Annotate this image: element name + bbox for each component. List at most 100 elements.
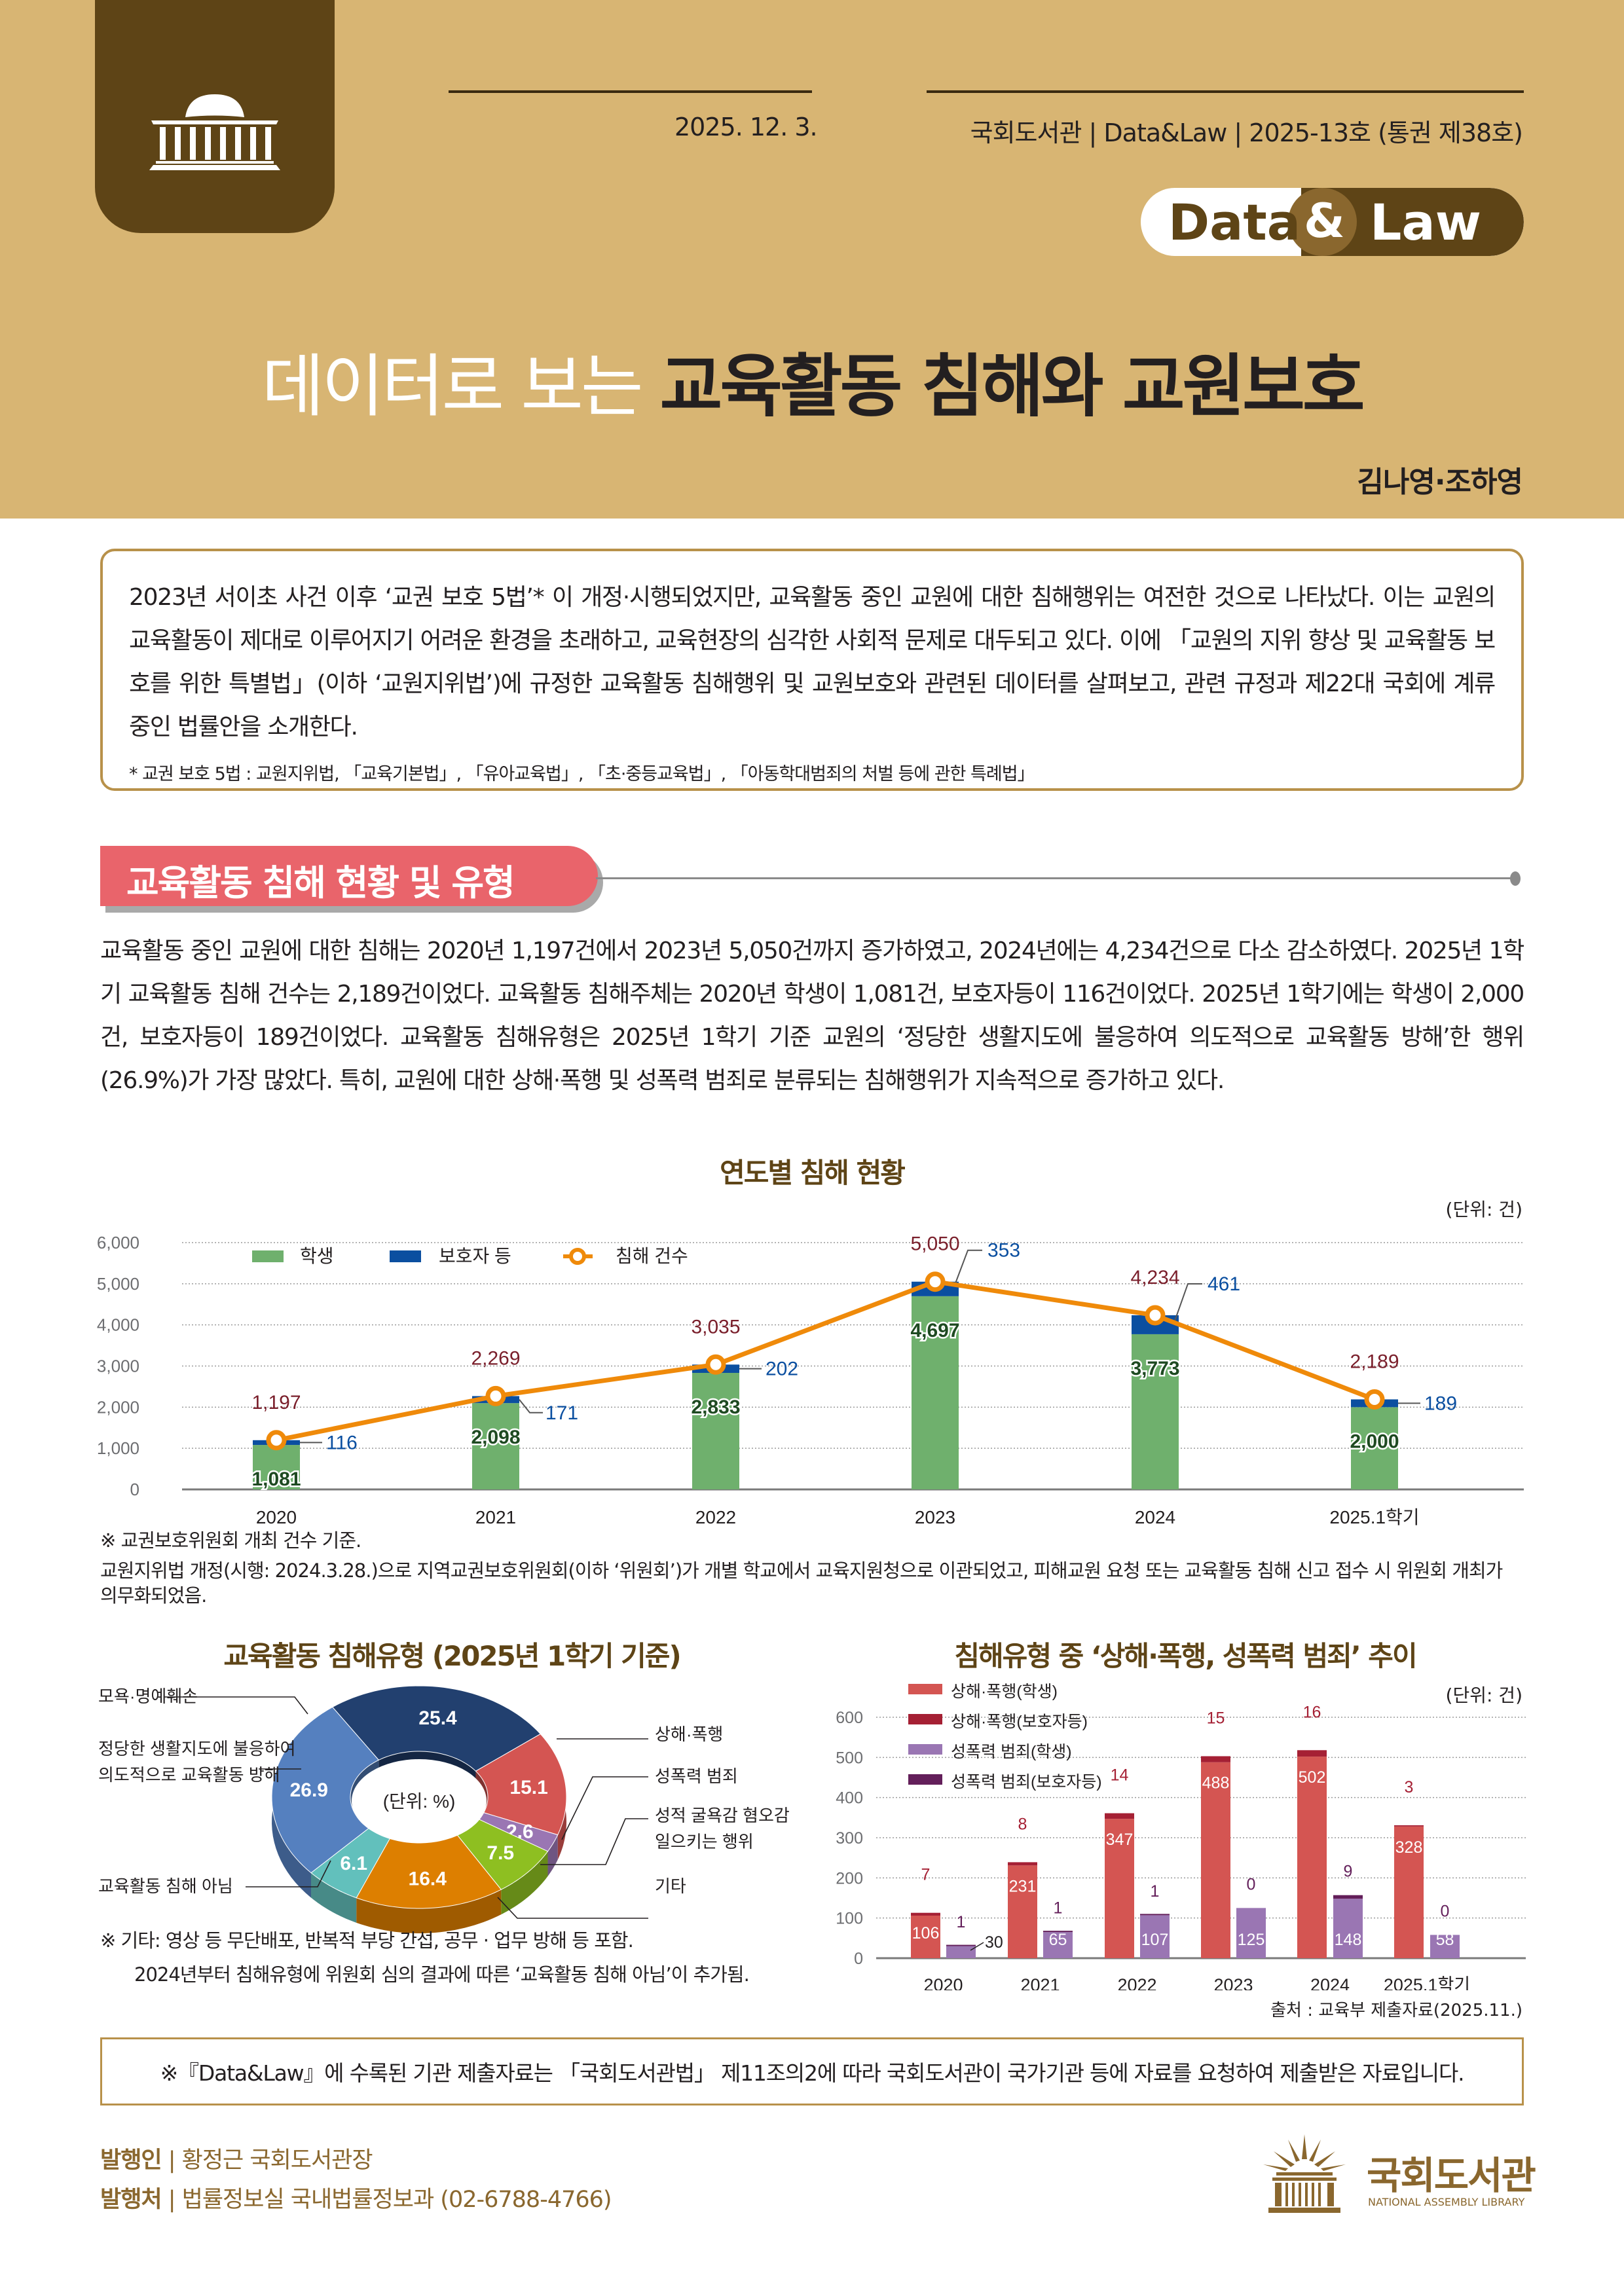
- label-assault-parent: 3: [1405, 1778, 1414, 1796]
- data-law-badge: Data & Law: [1141, 188, 1524, 256]
- summary-box: 2023년 서이초 사건 이후 ‘교권 보호 5법’* 이 개정·시행되었지만,…: [100, 549, 1524, 791]
- chart1-notes: ※ 교권보호위원회 개최 건수 기준. 교원지위법 개정(시행: 2024.3.…: [100, 1525, 1524, 1608]
- slice-value: 6.1: [340, 1853, 367, 1874]
- section-divider: [596, 877, 1514, 879]
- bar-student: [472, 1403, 519, 1489]
- section-pill: 교육활동 침해 현황 및 유형: [100, 846, 598, 906]
- bar-student: [692, 1372, 739, 1489]
- label-sexual-student: 58: [1436, 1931, 1454, 1949]
- y-tick: 3,000: [97, 1357, 139, 1376]
- donut-unit: (단위: %): [383, 1791, 456, 1812]
- national-assembly-library-logo: 국회도서관 NATIONAL ASSEMBLY LIBRARY: [1262, 2133, 1536, 2215]
- label-sexual-parent: 9: [1344, 1863, 1353, 1881]
- label-student: 2,098: [471, 1427, 520, 1448]
- label-parent: 353: [987, 1240, 1020, 1262]
- slice-label: 상해·폭행: [655, 1724, 723, 1744]
- y-tick: 5,000: [97, 1274, 139, 1294]
- label-sexual-student: 125: [1238, 1931, 1265, 1949]
- chart2-note-added: 2024년부터 침해유형에 위원회 심의 결과에 따른 ‘교육활동 침해 아님’…: [134, 1963, 750, 1986]
- y-tick: 0: [854, 1950, 863, 1968]
- assembly-building-icon: [149, 94, 280, 170]
- x-tick: 2023: [1213, 1975, 1253, 1990]
- label-student: 2,000: [1350, 1430, 1399, 1452]
- publication-info: 국회도서관 | Data&Law | 2025-13호 (통권 제38호): [970, 118, 1523, 147]
- issuer-name: 법률정보실 국내법률정보과 (02-6788-4766): [181, 2187, 612, 2213]
- label-parent: 171: [545, 1402, 578, 1424]
- bar-assault-student: [1394, 1826, 1424, 1958]
- page-title: 데이터로 보는 교육활동 침해와 교원보호: [0, 331, 1624, 429]
- slice-label: 정당한 생활지도에 불응하여: [98, 1739, 296, 1758]
- bar-sexual-student: [1236, 1908, 1266, 1958]
- slice-label: 교육활동 침해 아님: [98, 1876, 233, 1896]
- chart2-notes: ※ 기타: 영상 등 무단배포, 반복적 부당 간섭, 공무 · 업무 방해 등…: [100, 1923, 821, 1992]
- header-rule-right: [927, 90, 1524, 93]
- publisher-line: 발행인 | 황정근 국회도서관장: [100, 2147, 373, 2174]
- chart1-note-law-change: 교원지위법 개정(시행: 2024.3.28.)으로 지역교권보호위원회(이하 …: [100, 1559, 1503, 1607]
- logo-tab: [95, 0, 335, 233]
- label-assault-parent: 7: [921, 1866, 931, 1884]
- label-parent: 116: [326, 1432, 358, 1453]
- point-total: [1364, 1389, 1385, 1410]
- label-assault-student: 231: [1009, 1877, 1037, 1895]
- bar-assault-student: [911, 1915, 940, 1958]
- chart-infringement-types-donut: 25.415.12.67.516.46.126.9(단위: %)모욕·명예훼손정…: [98, 1685, 790, 1933]
- slice-value: 7.5: [487, 1842, 514, 1864]
- label-parent: 202: [766, 1358, 798, 1380]
- label-sexual-parent: 0: [1247, 1875, 1256, 1893]
- label-student: 2,833: [691, 1396, 740, 1418]
- x-tick: 2023: [915, 1507, 955, 1527]
- chart-assault-sexual-trend: 0100200300400500600106730120202318651202…: [836, 1683, 1526, 1990]
- bar-assault-student: [1105, 1819, 1134, 1958]
- label-sexual-parent: 0: [1441, 1902, 1450, 1920]
- bar-assault-parent: [1105, 1813, 1134, 1819]
- legend-total: 침해 건수: [616, 1246, 688, 1266]
- y-tick: 300: [836, 1829, 863, 1848]
- label-sexual-parent: 1: [1151, 1882, 1160, 1901]
- label-student: 3,773: [1130, 1358, 1179, 1379]
- bar-sexual-parent: [1333, 1895, 1363, 1899]
- label-assault-parent: 14: [1111, 1766, 1129, 1785]
- issuer-label: 발행처: [100, 2187, 162, 2213]
- label-sexual-parent: 1: [957, 1913, 966, 1931]
- slice-label: 일으키는 행위: [655, 1832, 754, 1851]
- label-assault-parent: 16: [1303, 1703, 1321, 1721]
- bar-sexual-student: [1430, 1935, 1460, 1958]
- chart2-title: 교육활동 침해유형 (2025년 1학기 기준): [223, 1640, 681, 1672]
- label-total: 3,035: [691, 1316, 740, 1338]
- publisher-label: 발행인: [100, 2147, 162, 2174]
- section-body: 교육활동 중인 교원에 대한 침해는 2020년 1,197건에서 2023년 …: [100, 938, 1524, 1094]
- legend-item: 성폭력 범죄(보호자등): [951, 1773, 1102, 1791]
- bar-sexual-student: [1333, 1899, 1363, 1958]
- label-sexual-student: 65: [1049, 1931, 1067, 1949]
- bar-student: [1351, 1407, 1398, 1489]
- point-total: [485, 1385, 506, 1406]
- bar-student: [912, 1296, 959, 1489]
- x-tick: 2020: [923, 1975, 963, 1990]
- summary-text: 2023년 서이초 사건 이후 ‘교권 보호 5법’* 이 개정·시행되었지만,…: [129, 584, 1496, 740]
- bar-sexual-parent: [946, 1944, 976, 1946]
- x-tick: 2024: [1310, 1975, 1350, 1990]
- label-assault-student: 502: [1299, 1768, 1326, 1787]
- label-total: 2,269: [471, 1347, 520, 1369]
- y-tick: 1,000: [97, 1438, 139, 1458]
- chart1-title: 연도별 침해 현황: [720, 1157, 906, 1189]
- label-assault-parent: 15: [1207, 1709, 1225, 1727]
- label-assault-student: 347: [1106, 1831, 1134, 1849]
- title-prefix: 데이터로 보는: [261, 346, 643, 426]
- bar-assault-student: [1297, 1757, 1327, 1958]
- y-tick: 6,000: [97, 1233, 139, 1252]
- chart2-note-etc: ※ 기타: 영상 등 무단배포, 반복적 부당 간섭, 공무 · 업무 방해 등…: [100, 1929, 634, 1952]
- y-tick: 0: [130, 1480, 139, 1499]
- slice-label: 성폭력 범죄: [655, 1766, 738, 1786]
- chart3-source: 출처 : 교육부 제출자료(2025.11.): [1270, 2001, 1522, 2020]
- point-total: [705, 1354, 726, 1375]
- y-tick: 4,000: [97, 1315, 139, 1335]
- slice-value: 15.1: [509, 1777, 547, 1798]
- badge-amp: &: [1304, 193, 1345, 248]
- authors: 김나영·조하영: [1357, 465, 1523, 499]
- point-total: [1145, 1305, 1166, 1326]
- x-tick: 2020: [256, 1507, 297, 1527]
- bar-assault-parent: [1201, 1756, 1230, 1762]
- label-assault-student: 328: [1395, 1838, 1423, 1857]
- footer-info: 발행인 | 황정근 국회도서관장 발행처 | 법률정보실 국내법률정보과 (02…: [100, 2141, 612, 2219]
